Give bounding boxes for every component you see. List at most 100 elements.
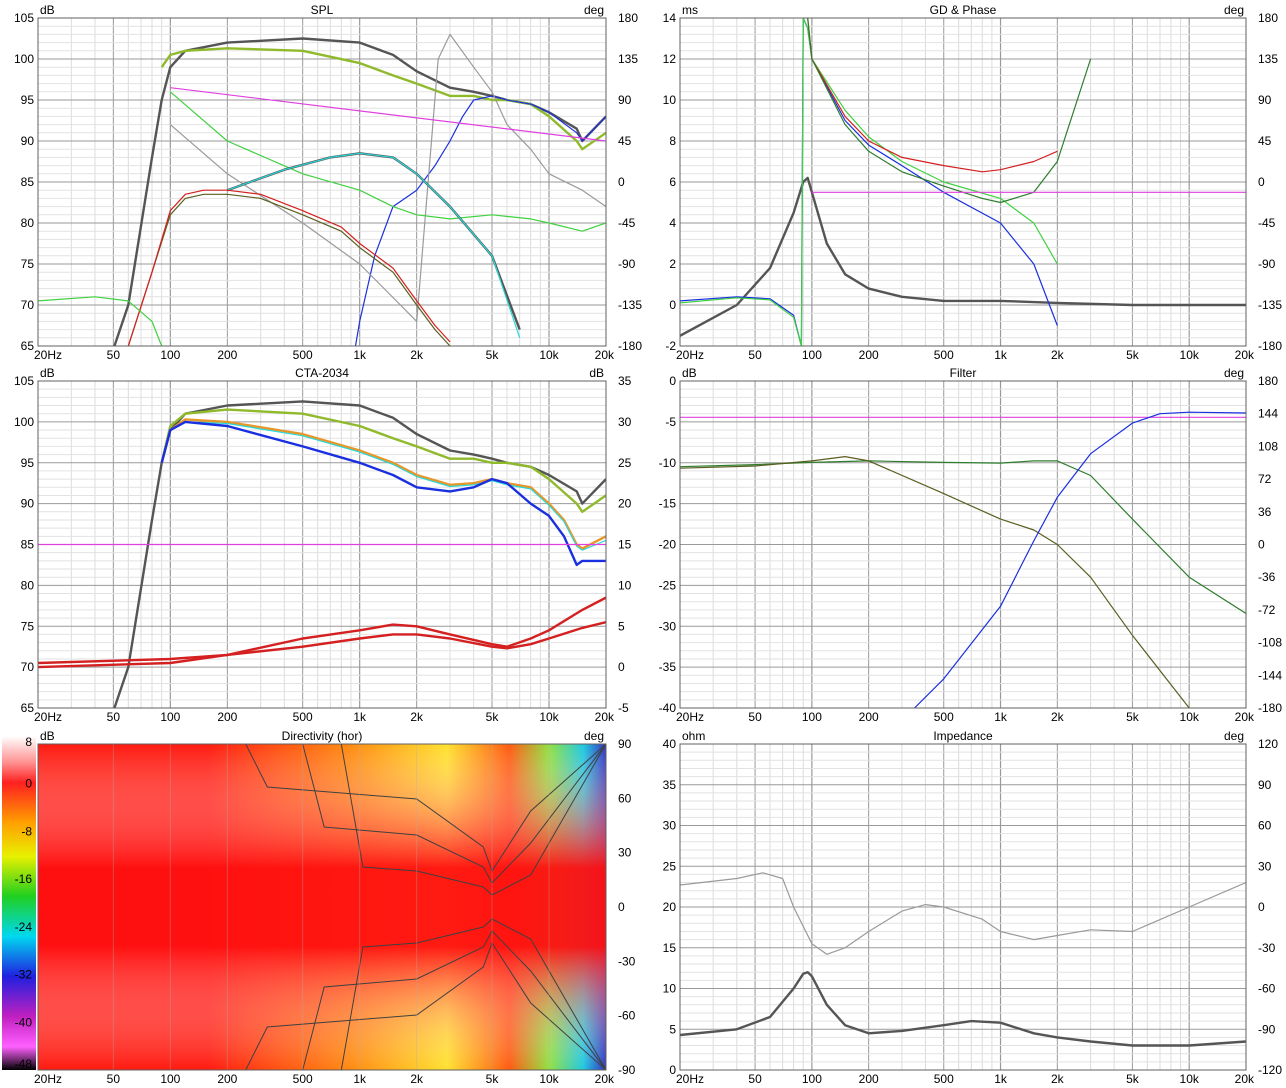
y-tick-left: 85 [21,175,35,189]
series-line [227,152,521,338]
y-tick-left: 40 [663,737,677,751]
y-tick-left: 4 [669,216,676,230]
y-tick-right: -180 [1258,339,1282,353]
series-line [160,47,606,151]
y-tick-left: 30 [663,819,677,833]
y-tick-left: -25 [659,578,677,592]
colorbar-tick: -16 [15,872,33,886]
contour-line [340,918,606,1070]
y-tick-left: 90 [21,134,35,148]
x-tick: 500 [293,1072,313,1086]
y-tick-right: -60 [618,1009,636,1023]
y-tick-right: 45 [1258,134,1272,148]
y-tick-right: -180 [1258,701,1282,715]
colorbar-tick: -24 [15,920,33,934]
y-tick-right: -90 [1258,257,1276,271]
y-tick-left: -15 [659,497,677,511]
x-tick: 1k [994,348,1008,362]
y-unit-left: dB [40,366,55,380]
series-line [680,872,1246,955]
series-line [169,33,606,322]
contour-line [302,744,606,884]
y-unit-right: deg [1224,3,1244,17]
x-tick: 200 [859,1072,879,1086]
series-group [680,411,1246,708]
y-tick-right: -180 [618,339,642,353]
x-tick: 20k [595,710,615,724]
series-line [38,621,606,665]
x-tick: 2k [1051,348,1065,362]
y-tick-right: -45 [1258,216,1276,230]
colorbar-tick: 8 [25,735,32,749]
x-tick: 1k [994,1072,1008,1086]
series-group [38,400,606,708]
x-tick: 5k [1126,710,1140,724]
y-tick-right: -45 [618,216,636,230]
y-tick-right: -108 [1258,636,1282,650]
x-tick: 2k [410,710,424,724]
y-tick-right: -90 [618,1063,636,1077]
y-tick-right: -5 [618,701,629,715]
x-tick: 5k [486,710,500,724]
y-tick-right: 90 [1258,778,1272,792]
chart-title: Directivity (hor) [282,729,363,743]
y-unit-right: deg [1224,366,1244,380]
series-line [680,456,1190,708]
y-tick-right: -120 [1258,1063,1282,1077]
y-tick-right: 135 [1258,52,1278,66]
y-tick-left: 35 [663,778,677,792]
x-tick: 200 [217,1072,237,1086]
y-tick-right: 0 [1258,175,1265,189]
y-tick-right: 5 [618,619,625,633]
y-tick-left: 80 [21,216,35,230]
y-tick-right: 25 [618,456,632,470]
contour-line [245,744,606,873]
y-tick-left: 90 [21,497,35,511]
x-tick: 5k [486,348,500,362]
x-tick: 10k [1180,1072,1200,1086]
x-tick: 1k [353,710,367,724]
y-tick-left: 100 [14,415,34,429]
series-line [160,420,606,567]
series-line [914,411,1246,708]
y-tick-left: 12 [663,52,677,66]
y-tick-right: 0 [618,660,625,674]
y-tick-right: 30 [1258,859,1272,873]
series-line [807,18,1058,173]
y-tick-left: 0 [669,374,676,388]
x-tick: 1k [353,1072,367,1086]
y-tick-right: -135 [1258,298,1282,312]
x-tick: 20Hz [34,1072,62,1086]
colorbar-tick: -32 [15,968,33,982]
y-tick-right: 35 [618,374,632,388]
series-line [160,408,606,513]
chart-dir: 8 0 -8 -16 -24 -32 -40 -48 Directivity (hor) dB de… [2,729,636,1086]
contour-line [302,930,606,1070]
series-line [354,95,606,346]
y-tick-left: 100 [14,52,34,66]
x-tick: 50 [107,1072,121,1086]
x-tick: 10k [539,1072,559,1086]
y-tick-right: 30 [618,846,632,860]
y-unit-right: dB [589,366,604,380]
y-tick-right: 60 [618,791,632,805]
chart-gd: GD & Phase ms deg 14 12 10 8 6 4 2 0 -2 180 135 90 45 0 -… [663,3,1283,362]
y-tick-left: 8 [669,134,676,148]
y-tick-left: 25 [663,859,677,873]
y-tick-left: 10 [663,982,677,996]
y-unit-right: deg [584,3,604,17]
y-tick-left: 15 [663,941,677,955]
y-tick-left: -2 [665,339,676,353]
x-tick: 2k [1051,710,1065,724]
contour-line [340,744,606,896]
y-tick-left: 70 [21,660,35,674]
y-tick-left: 85 [21,538,35,552]
x-tick: 200 [859,348,879,362]
x-tick: 500 [293,710,313,724]
y-tick-right: -30 [1258,941,1276,955]
y-tick-right: -72 [1258,603,1276,617]
colorbar-tick: -48 [15,1057,33,1071]
x-tick: 20Hz [34,348,62,362]
